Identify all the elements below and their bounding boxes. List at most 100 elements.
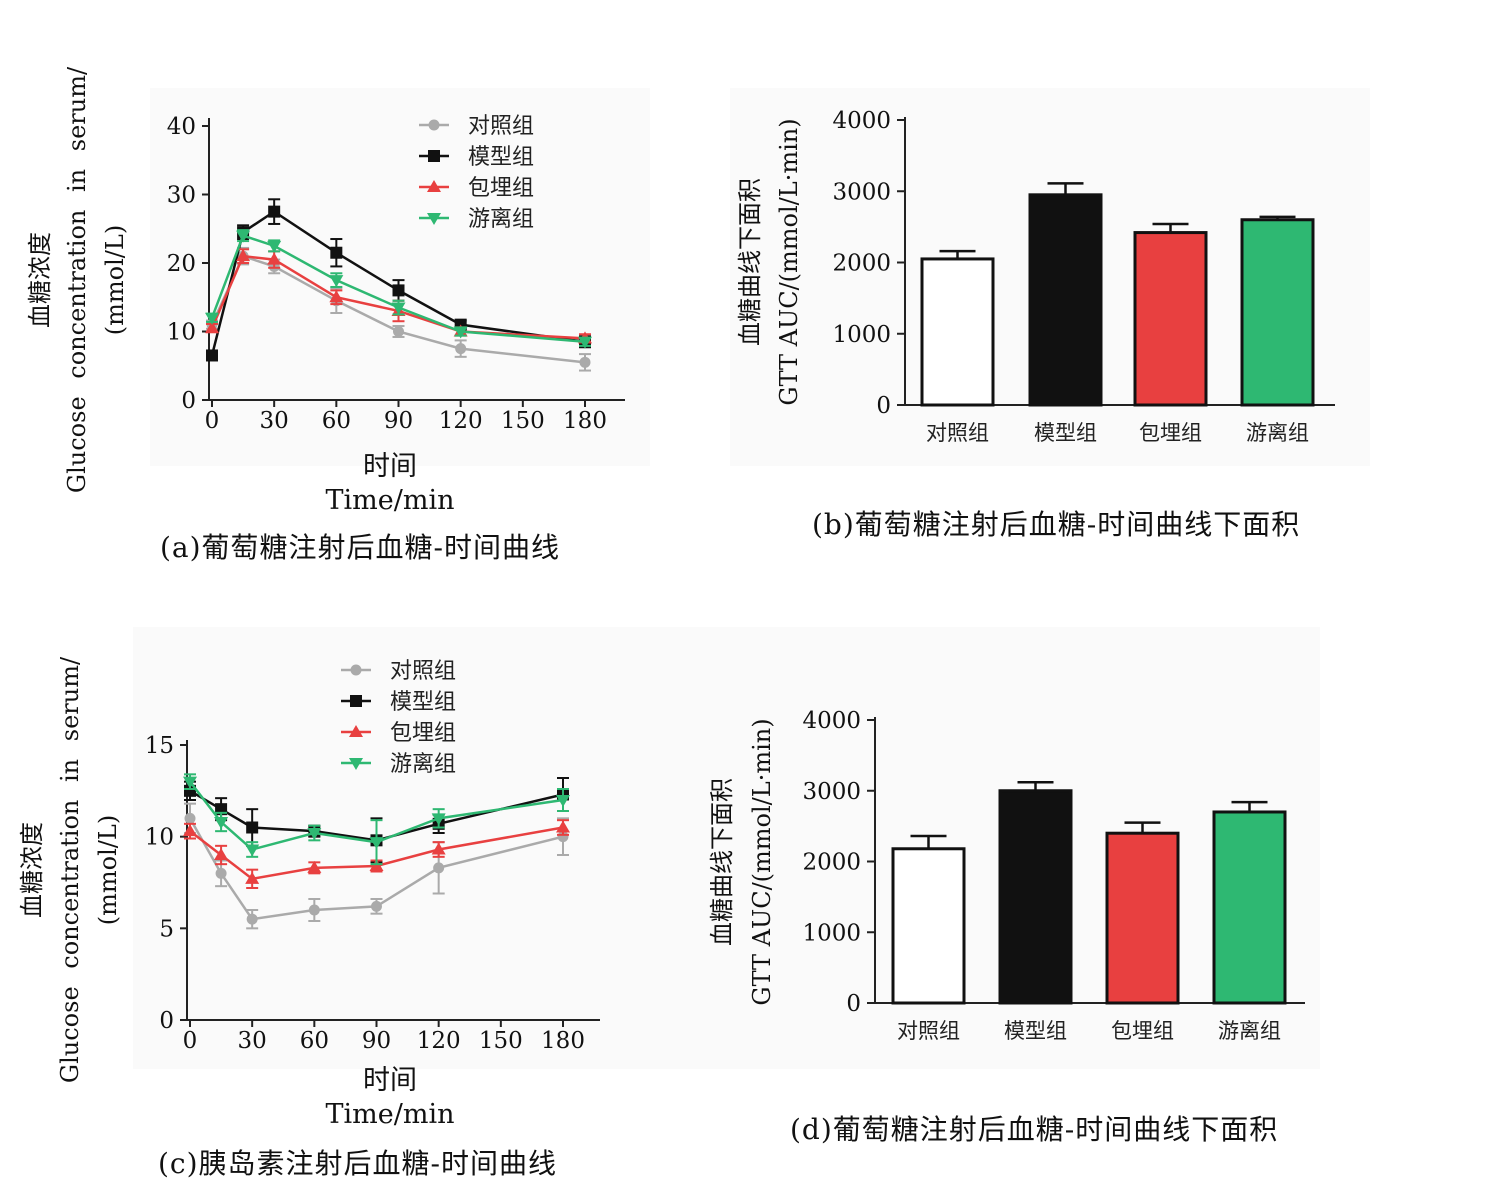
chart-a-legend-marker (427, 180, 441, 192)
chart-a-ytick-label: 40 (167, 114, 196, 140)
chart-a-data-point (329, 275, 344, 288)
chart-d-category-label: 包埋组 (1111, 1019, 1174, 1043)
chart-a-ytick-label: 30 (167, 183, 196, 209)
chart-d-ytick-label: 2000 (802, 850, 861, 876)
chart-d-bar (891, 847, 966, 1005)
chart-c-ytick-label: 15 (145, 733, 174, 759)
chart-d-bar (998, 789, 1073, 1005)
chart-c-data-point (431, 813, 446, 826)
chart-a-data-point (392, 284, 405, 297)
chart-c-data-point (183, 776, 197, 789)
chart-a-legend-label: 包埋组 (468, 176, 534, 201)
chart-d-ytick-label: 4000 (802, 708, 861, 734)
chart-c-legend-marker (349, 758, 363, 770)
chart-c-data-point (556, 820, 570, 833)
chart-a-legend-marker (427, 213, 441, 225)
chart-a-data-point (236, 249, 251, 262)
chart-c-data-point (371, 900, 382, 912)
chart-c-ytick-label: 0 (159, 1008, 174, 1034)
chart-a-data-point (330, 246, 343, 259)
chart-b-ytick-label: 3000 (832, 179, 891, 205)
chart-c-xlabel: 时间 (363, 1065, 417, 1096)
chart-a-xlabel-english: Time/min (325, 485, 455, 516)
chart-c-data-point (184, 812, 196, 824)
chart-a-xtick-label: 120 (439, 408, 483, 434)
chart-c-ylabel-line: Glucose concentration in serum/ (56, 656, 84, 1083)
chart-c-data-point (215, 867, 227, 879)
chart-a-ylabel-line: (mmol/L) (101, 225, 129, 335)
chart-b-category-label: 模型组 (1034, 421, 1097, 445)
chart-b-bar (920, 257, 995, 407)
chart-b-category-label: 对照组 (926, 421, 989, 445)
chart-c-ylabel-line: 血糖浓度 (18, 822, 46, 918)
chart-c-legend-label: 游离组 (390, 752, 456, 777)
chart-c-xtick-label: 30 (238, 1028, 267, 1054)
chart-a-data-point (267, 240, 282, 253)
chart-a-ytick-label: 20 (167, 251, 196, 277)
chart-a-data-point (267, 252, 282, 265)
chart-a-data-point (236, 230, 251, 243)
chart-c-data-point (245, 871, 260, 884)
chart-b-bar (1240, 218, 1315, 407)
chart-a-xtick-label: 150 (501, 408, 545, 434)
chart-b-ylabel-line: 血糖曲线下面积 (736, 178, 764, 346)
chart-d-category-label: 模型组 (1004, 1019, 1067, 1043)
caption-d: (d)葡萄糖注射后血糖-时间曲线下面积 (790, 1113, 1279, 1146)
chart-c-data-point (246, 821, 259, 834)
chart-d-ytick-label: 3000 (802, 779, 861, 805)
chart-c-data-point (369, 837, 384, 850)
chart-a-legend-label: 游离组 (468, 207, 534, 232)
chart-c-ytick-label: 10 (145, 825, 174, 851)
chart-d-ylabel-line: GTT AUC/(mmol/L·min) (748, 718, 776, 1005)
chart-a-data-point (329, 290, 344, 303)
caption-a: (a)葡萄糖注射后血糖-时间曲线 (160, 531, 561, 564)
chart-b-bar (1028, 193, 1103, 407)
chart-c-xtick-label: 0 (183, 1028, 198, 1054)
chart-c-data-point (214, 848, 229, 860)
chart-a-legend-marker (428, 119, 440, 131)
chart-a-data-point (205, 321, 219, 334)
chart-c-data-point (307, 860, 322, 873)
chart-c-data-point (183, 824, 197, 837)
chart-a-data-point (206, 349, 218, 362)
chart-a-xtick-label: 60 (322, 408, 351, 434)
chart-c-xtick-label: 90 (362, 1028, 391, 1054)
chart-a-legend-marker (428, 150, 440, 162)
chart-c-data-point (556, 795, 570, 807)
chart-d-ytick-label: 0 (846, 991, 861, 1017)
chart-d-bar (1212, 810, 1287, 1005)
chart-d-category-label: 游离组 (1218, 1019, 1281, 1043)
chart-c-data-point (214, 817, 229, 829)
chart-a-xtick-label: 180 (563, 408, 607, 434)
chart-b-ytick-label: 2000 (832, 251, 891, 277)
chart-a-data-point (268, 205, 281, 218)
chart-d-category-label: 对照组 (897, 1019, 960, 1043)
chart-c-ylabel-line: (mmol/L) (94, 815, 122, 925)
chart-a-xtick-label: 90 (384, 408, 413, 434)
chart-c-data-point (307, 828, 322, 840)
chart-c-xtick-label: 180 (541, 1028, 585, 1054)
chart-c-legend-marker (350, 695, 362, 707)
chart-c-legend-label: 对照组 (390, 659, 456, 684)
chart-b-ytick-label: 4000 (832, 108, 891, 134)
caption-b: (b)葡萄糖注射后血糖-时间曲线下面积 (812, 508, 1301, 541)
chart-c-xlabel-english: Time/min (325, 1099, 455, 1130)
chart-a-xtick-label: 30 (260, 408, 289, 434)
chart-c-data-point (245, 844, 260, 857)
chart-b-category-label: 包埋组 (1139, 421, 1202, 445)
chart-c-legend-marker (349, 725, 363, 737)
chart-c-xtick-label: 150 (479, 1028, 523, 1054)
chart-b-bar (1133, 231, 1208, 407)
chart-a-ytick-label: 0 (181, 388, 196, 414)
chart-b-category-label: 游离组 (1246, 421, 1309, 445)
chart-a-data-point (393, 326, 404, 337)
chart-d-bar (1105, 831, 1180, 1005)
chart-a-xtick-label: 0 (205, 408, 220, 434)
chart-a-data-point (579, 356, 591, 368)
chart-a-ylabel-line: 血糖浓度 (26, 232, 54, 328)
chart-c-data-point (246, 913, 258, 925)
chart-a-data-point (453, 326, 468, 339)
chart-c-legend-label: 模型组 (390, 690, 456, 715)
chart-a-data-point (455, 343, 467, 355)
